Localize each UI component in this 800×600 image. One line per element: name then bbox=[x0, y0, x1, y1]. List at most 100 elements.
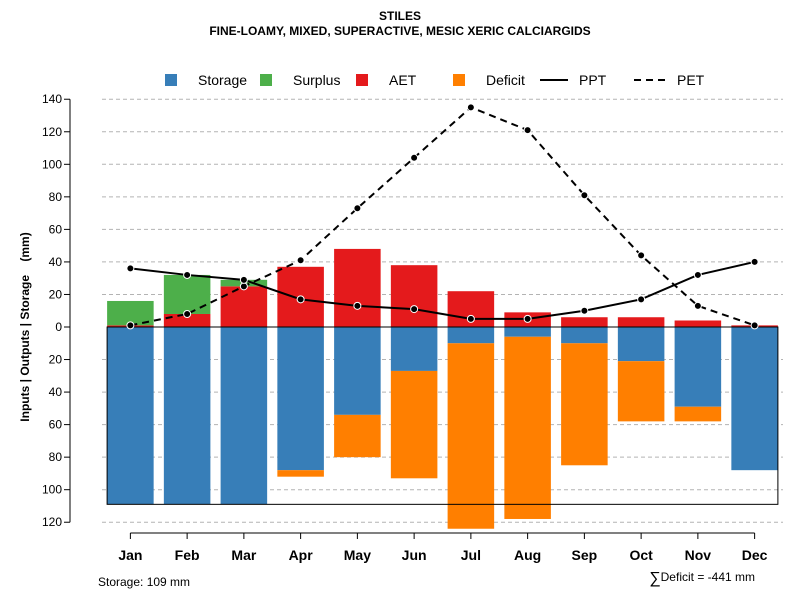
x-tick-label-jul: Jul bbox=[461, 547, 481, 563]
y-tick-label: 80 bbox=[49, 450, 63, 464]
y-tick-label: 60 bbox=[49, 222, 63, 236]
y-tick-label: 20 bbox=[49, 287, 63, 301]
bar-storage bbox=[107, 327, 154, 505]
bar-surplus bbox=[163, 274, 211, 314]
bar-deficit bbox=[334, 414, 381, 458]
ppt-point bbox=[466, 314, 475, 323]
bar-aet bbox=[674, 320, 722, 327]
x-tick-label-jun: Jun bbox=[402, 547, 427, 563]
legend-label-deficit: Deficit bbox=[486, 72, 525, 88]
ppt-point bbox=[183, 270, 192, 279]
bar-aet bbox=[390, 265, 438, 327]
legend: Storage Surplus AET Deficit PPT PET bbox=[165, 72, 705, 88]
bar-aet bbox=[561, 317, 608, 327]
x-tick-label-oct: Oct bbox=[629, 547, 653, 563]
y-tick-label: 120 bbox=[42, 515, 62, 529]
pet-point bbox=[296, 256, 305, 265]
y-tick-label: 40 bbox=[49, 255, 63, 269]
ppt-point bbox=[580, 306, 589, 315]
x-tick-label-may: May bbox=[344, 547, 371, 563]
x-tick-label-mar: Mar bbox=[231, 547, 256, 563]
bar-deficit bbox=[617, 361, 665, 422]
bar-deficit bbox=[561, 343, 608, 466]
deficit-note: ∑Deficit = -441 mm bbox=[649, 570, 755, 588]
ppt-point bbox=[239, 275, 248, 284]
x-tick-label-jan: Jan bbox=[118, 547, 142, 563]
pet-point bbox=[126, 321, 135, 330]
pet-point bbox=[637, 251, 646, 260]
ppt-point bbox=[693, 270, 702, 279]
pet-point bbox=[466, 103, 475, 112]
pet-point bbox=[183, 309, 192, 318]
ppt-point bbox=[296, 295, 305, 304]
bar-storage bbox=[220, 327, 268, 505]
bar-storage bbox=[277, 327, 324, 471]
ppt-point bbox=[637, 295, 646, 304]
bar-deficit bbox=[447, 343, 495, 529]
lines bbox=[126, 103, 759, 330]
bar-storage bbox=[163, 327, 211, 505]
pet-point bbox=[410, 153, 419, 162]
x-tick-label-aug: Aug bbox=[514, 547, 541, 563]
ppt-point bbox=[523, 314, 532, 323]
gridlines bbox=[102, 98, 783, 523]
y-tick-label: 40 bbox=[49, 385, 63, 399]
chart-subtitle: FINE-LOAMY, MIXED, SUPERACTIVE, MESIC XE… bbox=[209, 24, 591, 38]
bar-storage bbox=[447, 327, 495, 344]
y-tick-label: 140 bbox=[42, 92, 62, 106]
y-tick-label: 100 bbox=[42, 483, 62, 497]
x-tick-label-sep: Sep bbox=[572, 547, 598, 563]
storage-frame bbox=[106, 326, 779, 505]
bar-storage bbox=[731, 327, 778, 471]
legend-label-aet: AET bbox=[389, 72, 417, 88]
chart-title: STILES bbox=[378, 9, 421, 23]
legend-label-ppt: PPT bbox=[579, 72, 607, 88]
bar-aet bbox=[163, 313, 211, 327]
legend-label-pet: PET bbox=[677, 72, 705, 88]
bar-deficit bbox=[674, 406, 722, 422]
pet-point bbox=[580, 191, 589, 200]
bar-aet bbox=[220, 286, 268, 327]
bar-storage bbox=[674, 327, 722, 407]
legend-label-surplus: Surplus bbox=[293, 72, 340, 88]
x-tick-label-apr: Apr bbox=[289, 547, 314, 563]
ppt-point bbox=[353, 301, 362, 310]
pet-line bbox=[130, 106, 755, 327]
ppt-point bbox=[126, 264, 135, 273]
ppt-point bbox=[410, 305, 419, 314]
bar-storage bbox=[504, 327, 551, 337]
legend-label-storage: Storage bbox=[198, 72, 247, 88]
bar-storage bbox=[334, 327, 381, 415]
pet-point bbox=[750, 321, 759, 330]
bars bbox=[107, 248, 778, 529]
x-tick-label-feb: Feb bbox=[175, 547, 200, 563]
y-tick-label: 100 bbox=[42, 157, 62, 171]
pet-point bbox=[523, 126, 532, 135]
bar-aet bbox=[334, 248, 381, 327]
legend-swatch-deficit bbox=[453, 74, 465, 86]
pet-point bbox=[693, 301, 702, 310]
x-tick-label-dec: Dec bbox=[742, 547, 768, 563]
y-tick-label: 120 bbox=[42, 125, 62, 139]
ppt-line bbox=[130, 260, 755, 320]
bar-aet bbox=[617, 317, 665, 327]
legend-swatch-storage bbox=[165, 74, 177, 86]
legend-swatch-aet bbox=[356, 74, 368, 86]
legend-swatch-surplus bbox=[260, 74, 272, 86]
axes: 140 120 100 80 60 40 20 0 20 40 60 80 100 120 Inputs |… bbox=[18, 92, 768, 563]
y-tick-label: 20 bbox=[49, 353, 63, 367]
storage-note: Storage: 109 mm bbox=[98, 575, 191, 589]
bar-storage bbox=[561, 327, 608, 344]
y-tick-label: 80 bbox=[49, 190, 63, 204]
x-tick-label-nov: Nov bbox=[685, 547, 712, 563]
pet-point bbox=[353, 204, 362, 213]
bar-deficit bbox=[277, 470, 324, 477]
pet-point bbox=[239, 282, 248, 291]
y-tick-label: 0 bbox=[55, 320, 62, 334]
deficit-total: Deficit = -441 mm bbox=[660, 570, 755, 584]
bar-deficit bbox=[390, 370, 438, 479]
ppt-point bbox=[750, 257, 759, 266]
bar-storage bbox=[390, 327, 438, 371]
bar-deficit bbox=[504, 336, 551, 519]
